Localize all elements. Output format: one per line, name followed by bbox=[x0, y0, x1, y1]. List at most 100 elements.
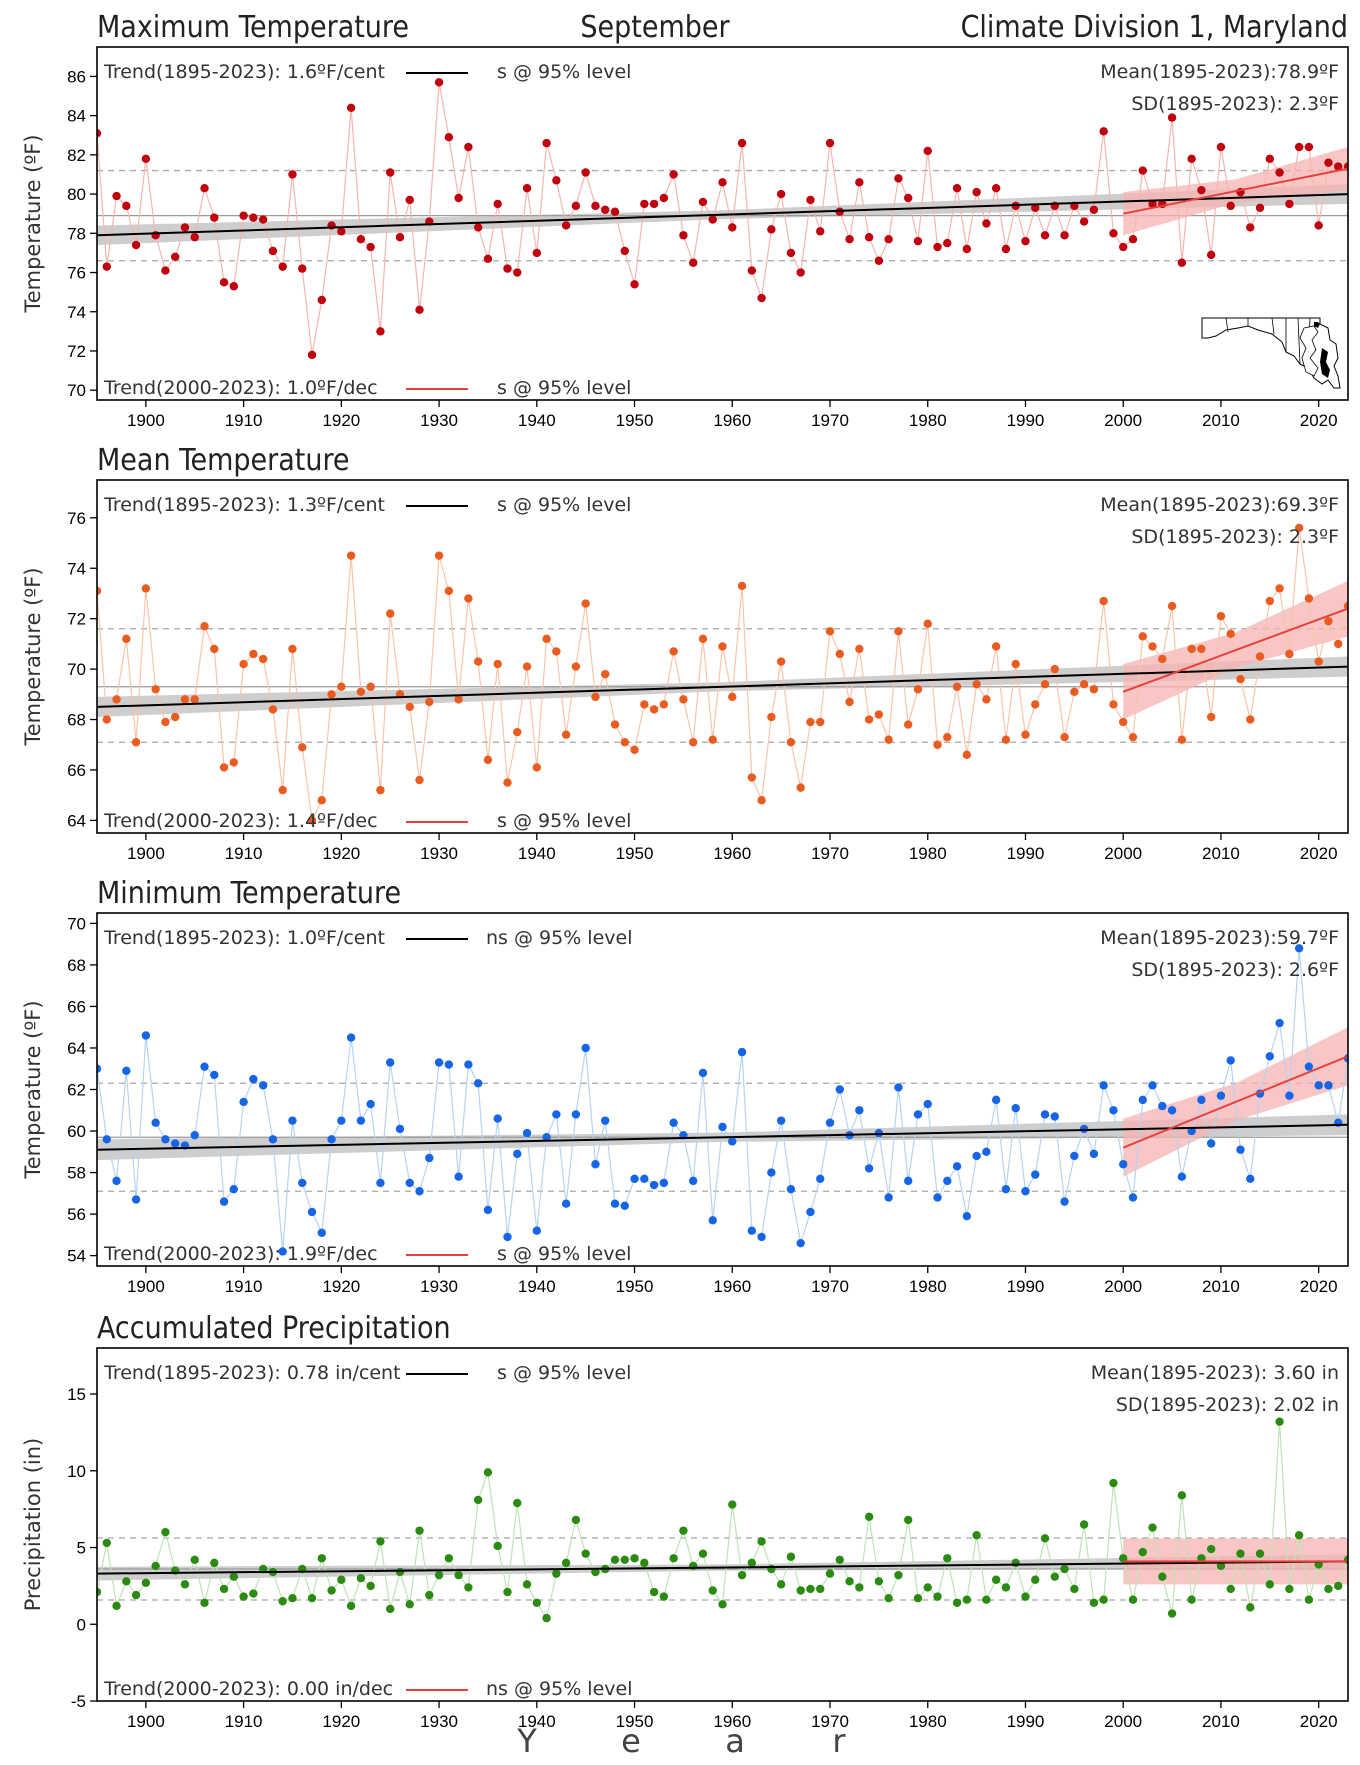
data-point bbox=[395, 1567, 405, 1577]
data-point bbox=[268, 1135, 278, 1144]
data-point bbox=[1070, 1151, 1079, 1161]
data-point bbox=[239, 659, 248, 669]
data-point bbox=[982, 1147, 991, 1156]
panel-1: 70 72 74 76 78 80 82 84 86 1900 1910 1920 1930 1940 19… bbox=[21, 46, 1349, 430]
trend-long-significance: s @ 95% level bbox=[497, 494, 631, 516]
data-point bbox=[112, 1601, 121, 1611]
x-tick-label: 1940 bbox=[518, 1277, 556, 1296]
data-point bbox=[1275, 584, 1284, 593]
data-point bbox=[346, 1033, 356, 1042]
data-point bbox=[1079, 1124, 1089, 1134]
data-point bbox=[1206, 1544, 1216, 1554]
mean-text: Mean(1895-2023):59.7ºF bbox=[1100, 927, 1339, 949]
x-tick-label: 1990 bbox=[1007, 1712, 1045, 1731]
data-point bbox=[1265, 1052, 1275, 1061]
data-point bbox=[1021, 1187, 1030, 1196]
data-point bbox=[1079, 680, 1089, 689]
data-point bbox=[825, 627, 835, 636]
x-tick-label: 1930 bbox=[420, 844, 458, 863]
data-point bbox=[825, 138, 835, 148]
data-point bbox=[962, 1211, 972, 1221]
panel-title: Minimum Temperature bbox=[97, 876, 401, 911]
data-point bbox=[376, 785, 385, 795]
data-point bbox=[1206, 250, 1216, 260]
data-point bbox=[1197, 1095, 1206, 1105]
data-point bbox=[698, 1068, 708, 1078]
data-point bbox=[1334, 639, 1343, 649]
panel-title: Accumulated Precipitation bbox=[97, 1311, 451, 1346]
x-tick-label: 1980 bbox=[909, 1712, 947, 1731]
data-point bbox=[835, 1085, 844, 1094]
data-point bbox=[679, 231, 688, 240]
data-point bbox=[620, 1201, 629, 1210]
data-point bbox=[962, 750, 972, 760]
data-point bbox=[493, 199, 502, 209]
data-point bbox=[933, 740, 942, 749]
data-point bbox=[894, 1570, 903, 1580]
data-point bbox=[991, 1575, 1001, 1584]
data-point bbox=[620, 738, 629, 747]
data-point bbox=[659, 1592, 669, 1601]
data-point bbox=[894, 627, 903, 636]
x-tick-label: 1910 bbox=[225, 1277, 263, 1296]
data-point bbox=[1089, 1598, 1099, 1607]
data-point bbox=[434, 551, 444, 560]
data-point bbox=[796, 268, 805, 277]
data-point bbox=[952, 1162, 962, 1171]
data-point bbox=[141, 154, 151, 163]
data-point bbox=[933, 1592, 942, 1601]
data-point bbox=[1226, 629, 1235, 639]
data-point bbox=[1177, 735, 1187, 744]
data-point bbox=[640, 1174, 649, 1183]
trend-long-significance: s @ 95% level bbox=[497, 61, 631, 83]
data-point bbox=[669, 170, 678, 179]
data-point bbox=[522, 1580, 532, 1589]
data-point bbox=[786, 248, 796, 258]
data-point bbox=[1158, 1101, 1167, 1111]
y-axis-label: Temperature (ºF) bbox=[21, 1000, 45, 1179]
data-point bbox=[601, 205, 610, 214]
trend-long-line bbox=[97, 1560, 1348, 1575]
y-tick-label: 64 bbox=[67, 1039, 86, 1058]
data-point bbox=[268, 246, 278, 256]
data-point bbox=[718, 1600, 727, 1609]
data-point bbox=[776, 657, 786, 666]
data-point bbox=[503, 778, 512, 787]
data-point bbox=[1216, 611, 1226, 621]
data-point bbox=[366, 1099, 375, 1109]
data-point bbox=[1148, 1523, 1157, 1532]
data-point bbox=[571, 201, 581, 211]
data-point bbox=[806, 717, 815, 727]
data-point bbox=[952, 682, 962, 691]
data-point bbox=[1226, 1056, 1235, 1065]
chart-panels: 70 72 74 76 78 80 82 84 86 1900 1910 1920 1930 1940 19… bbox=[21, 46, 1349, 1731]
y-tick-label: 72 bbox=[67, 610, 86, 629]
data-point bbox=[1050, 1112, 1059, 1121]
data-point bbox=[444, 1554, 454, 1563]
data-point bbox=[894, 174, 903, 183]
data-point bbox=[288, 170, 297, 179]
data-point bbox=[1294, 944, 1304, 953]
y-tick-label: 70 bbox=[67, 914, 86, 933]
data-point bbox=[757, 1537, 766, 1546]
figure-left-title: Maximum Temperature bbox=[97, 10, 409, 45]
data-point bbox=[464, 1583, 473, 1592]
x-tick-label: 2000 bbox=[1104, 1712, 1142, 1731]
data-point bbox=[835, 649, 844, 659]
data-point bbox=[395, 1124, 405, 1134]
data-point bbox=[1138, 1095, 1147, 1105]
figure-right-title: Climate Division 1, Maryland bbox=[961, 10, 1348, 45]
data-point bbox=[1324, 1081, 1333, 1090]
data-point bbox=[1040, 680, 1050, 689]
x-tick-label: 2010 bbox=[1202, 411, 1240, 430]
data-point bbox=[1314, 657, 1323, 666]
x-tick-label: 1950 bbox=[616, 1712, 654, 1731]
data-point bbox=[239, 211, 248, 220]
data-point bbox=[249, 1074, 258, 1084]
data-point bbox=[894, 1083, 903, 1092]
data-point bbox=[327, 1586, 336, 1595]
data-point bbox=[688, 738, 698, 747]
data-point bbox=[190, 1555, 199, 1565]
y-tick-label: 74 bbox=[67, 303, 86, 322]
trend-long-line bbox=[97, 193, 1348, 237]
